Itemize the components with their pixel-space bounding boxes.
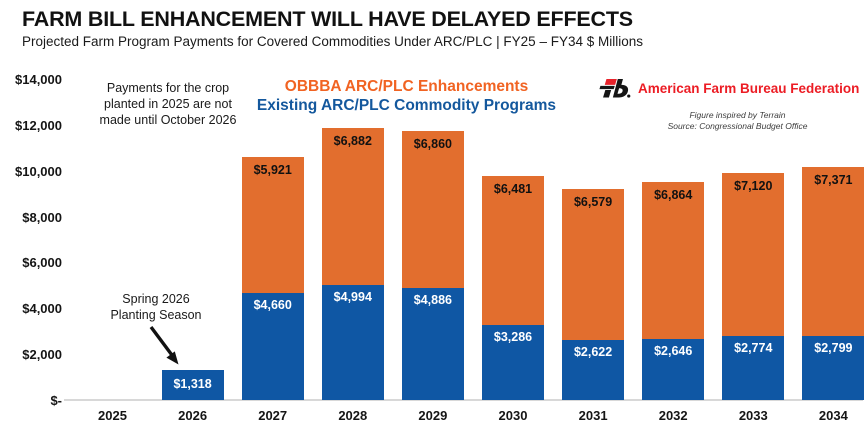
bar-value-label-enhancement: $6,860 — [413, 136, 452, 151]
x-tick-label: 2029 — [418, 408, 448, 423]
bar-value-label-existing: $4,994 — [333, 290, 372, 305]
x-tick-label: 2032 — [658, 408, 688, 423]
bar-value-label-existing: $3,286 — [493, 329, 533, 344]
bar-value-label-existing: $2,622 — [573, 344, 613, 359]
annotation-line: planted in 2025 are not — [104, 97, 232, 111]
x-axis-line — [64, 399, 863, 401]
bar-segment-existing — [642, 339, 705, 400]
annotation-planting-note: Spring 2026 Planting Season — [94, 291, 218, 323]
bar-segment-existing — [321, 285, 384, 400]
x-tick-label: 2033 — [738, 408, 768, 423]
bar-segment-enhancement — [241, 157, 304, 294]
annotation-payments-note: Payments for the crop planted in 2025 ar… — [86, 80, 250, 128]
credit-line: Figure inspired by Terrain — [689, 110, 786, 120]
x-tick-label: 2028 — [338, 408, 368, 423]
bar-segment-existing — [161, 369, 224, 400]
legend-item-enhancements: OBBBA ARC/PLC Enhancements — [284, 78, 529, 95]
bar-segment-existing — [802, 335, 865, 400]
bar-value-label-enhancement: $7,120 — [734, 179, 773, 194]
chart-title: FARM BILL ENHANCEMENT WILL HAVE DELAYED … — [22, 7, 633, 31]
x-tick-label: 2034 — [818, 408, 848, 423]
y-tick-label: $- — [50, 393, 62, 408]
y-tick-label: $10,000 — [15, 163, 62, 179]
x-tick-label: 2031 — [578, 408, 608, 423]
bar-segment-enhancement — [562, 189, 625, 340]
credit-line: Source: Congressional Budget Office — [667, 121, 808, 131]
annotation-line: Spring 2026 — [122, 292, 190, 306]
bar-value-label-enhancement: $6,864 — [654, 187, 693, 202]
bar-value-label-existing: $2,799 — [814, 340, 853, 355]
annotation-line: made until October 2026 — [99, 113, 237, 127]
y-tick-label: $6,000 — [22, 255, 62, 271]
bar-value-label-enhancement: $6,882 — [333, 133, 372, 148]
x-tick-label: 2026 — [178, 408, 208, 423]
legend-item-existing: Existing ARC/PLC Commodity Programs — [256, 97, 557, 114]
bar-value-label-existing: $2,646 — [654, 344, 693, 359]
afbf-fb-logo-icon — [599, 79, 631, 98]
bar-segment-existing — [722, 336, 785, 400]
annotation-line: Payments for the crop — [106, 81, 230, 95]
org-name: American Farm Bureau Federation — [638, 81, 860, 96]
branding-block: American Farm Bureau Federation — [597, 77, 859, 100]
bar-segment-enhancement — [482, 176, 544, 325]
bar-segment-existing — [482, 324, 544, 400]
bar-value-label-enhancement: $6,481 — [493, 182, 533, 197]
x-tick-label: 2025 — [98, 408, 127, 423]
bar-value-label-existing: $4,660 — [253, 298, 292, 313]
bar-value-label-enhancement: $7,371 — [814, 172, 853, 187]
bar-value-label-existing: $2,774 — [734, 341, 773, 356]
bar-segment-enhancement — [802, 166, 865, 336]
annotation-line: Planting Season — [110, 308, 202, 322]
y-tick-label: $4,000 — [22, 301, 62, 317]
bar-segment-existing — [562, 339, 625, 400]
bar-segment-enhancement — [321, 127, 384, 286]
chart-legend: OBBBA ARC/PLC Enhancements Existing ARC/… — [234, 77, 579, 115]
bar-segment-enhancement — [722, 173, 785, 337]
chart-subtitle: Projected Farm Program Payments for Cove… — [22, 34, 643, 49]
x-tick-label: 2030 — [498, 408, 528, 423]
y-tick-label: $2,000 — [22, 347, 62, 363]
bar-value-label-enhancement: $6,579 — [573, 195, 613, 210]
bar-segment-existing — [401, 287, 464, 400]
y-tick-label: $8,000 — [22, 209, 62, 225]
x-tick-label: 2027 — [258, 408, 288, 423]
bar-value-label-enhancement: $5,921 — [253, 163, 292, 178]
bar-segment-enhancement — [642, 181, 705, 340]
y-tick-label: $14,000 — [15, 72, 62, 87]
bar-value-label-existing: $4,886 — [413, 292, 452, 307]
source-credit: Figure inspired by Terrain Source: Congr… — [615, 110, 860, 132]
bar-value-label-existing: $1,318 — [173, 376, 212, 391]
annotation-arrow-icon — [149, 325, 179, 365]
bar-segment-enhancement — [401, 130, 464, 288]
bar-segment-existing — [241, 293, 304, 400]
y-tick-label: $12,000 — [15, 117, 62, 133]
